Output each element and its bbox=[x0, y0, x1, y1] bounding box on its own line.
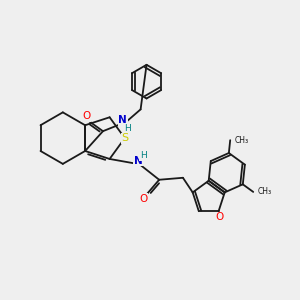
Text: CH₃: CH₃ bbox=[257, 188, 271, 196]
Text: N: N bbox=[134, 156, 143, 166]
Text: O: O bbox=[139, 194, 147, 204]
Text: O: O bbox=[215, 212, 224, 222]
Text: S: S bbox=[121, 133, 128, 143]
Text: CH₃: CH₃ bbox=[234, 136, 248, 145]
Text: N: N bbox=[118, 115, 127, 125]
Text: H: H bbox=[140, 152, 147, 160]
Text: O: O bbox=[82, 111, 90, 121]
Text: H: H bbox=[124, 124, 131, 133]
